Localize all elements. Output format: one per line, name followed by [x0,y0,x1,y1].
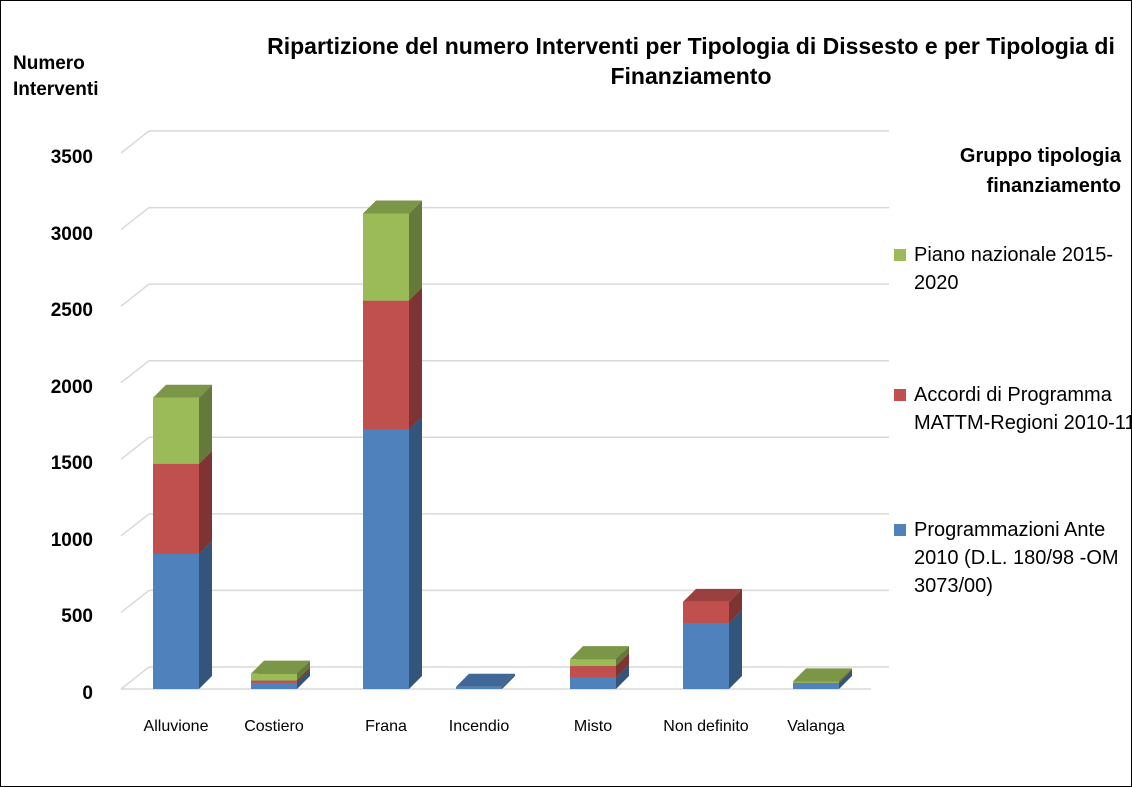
bar-side [729,588,742,623]
legend-label: Accordi di Programma MATTM-Regioni 2010-… [914,384,1132,434]
bar-side [409,200,422,301]
bar-segment [683,622,729,689]
bar-segment [456,686,502,689]
grid-line-side [120,206,150,231]
bar-top [251,660,310,674]
bar-side [409,287,422,430]
legend-swatch [894,389,906,401]
y-tick-label: 0 [82,683,93,704]
bar-side [297,669,310,689]
x-tick-label: Non definito [663,718,749,735]
bar-side [297,660,310,681]
grid-line-side [120,360,150,384]
legend-entry: Accordi di Programma MATTM-Regioni 2010-… [894,381,1132,437]
legend-title: Gruppo tipologia finanziamento [959,145,1121,197]
bar-side [199,384,212,464]
bar-segment [570,677,616,689]
x-tick-label: Alluvione [143,718,209,735]
chart-title: Ripartizione del numero Interventi per T… [267,33,1115,89]
x-tick-label: Valanga [787,718,845,735]
bar-side [616,653,629,678]
grid-line-side [120,436,150,460]
x-tick-label: Incendio [448,718,510,735]
x-tick-label: Misto [573,718,613,735]
legend-label: Piano nazionale 2015-2020 [914,244,1114,294]
bar-side [616,646,629,667]
bar-top [363,200,422,214]
bar-side [297,667,310,683]
bar-side [502,673,515,689]
y-tick-label: 2500 [50,300,93,322]
bar-top [793,668,852,682]
y-tick-label: 1000 [50,529,93,551]
y-tick-label: 3000 [50,223,93,245]
bar-segment [251,680,297,683]
bar-side [839,669,852,684]
y-tick-label: 1500 [50,453,93,475]
bar-segment [363,300,409,430]
x-tick-label: Frana [365,718,407,735]
legend-label: Programmazioni Ante 2010 (D.L. 180/98 -O… [914,519,1119,597]
bar-side [199,540,212,689]
y-tick-label: 500 [61,606,93,628]
bar-side [199,450,212,554]
bar-top [683,588,742,602]
bar-segment [793,683,839,689]
bar-segment [251,673,297,681]
bar-segment [153,553,199,689]
grid-line-side [120,589,150,614]
y-tick-label: 2000 [50,376,93,398]
grid-line-side [120,283,150,307]
bar-top [570,646,629,660]
bar-segment [793,681,839,683]
legend-entry: Piano nazionale 2015-2020 [894,241,1131,297]
bar-segment [793,682,839,684]
bar-side [616,664,629,689]
bar-segment [570,659,616,667]
bar-top [153,384,212,398]
grid-line-side [120,666,150,690]
y-axis-label: Numero Interventi [13,53,99,100]
bar-segment [363,429,409,689]
legend-swatch [894,249,906,261]
bar-segment [683,601,729,623]
bar-top [456,673,515,687]
bar-side [729,609,742,689]
grid-line-side [120,130,150,154]
bar-segment [251,682,297,689]
bar-segment [153,397,199,464]
y-tick-label: 3500 [50,147,93,168]
bar-side [409,416,422,689]
x-tick-label: Costiero [244,718,304,735]
legend-swatch [894,524,906,536]
bar-segment [363,213,409,301]
bar-side [839,670,852,689]
bar-segment [570,666,616,678]
bar-side [839,668,852,683]
legend-entry: Programmazioni Ante 2010 (D.L. 180/98 -O… [894,516,1131,600]
grid-line-side [120,513,150,537]
bar-segment [153,463,199,554]
